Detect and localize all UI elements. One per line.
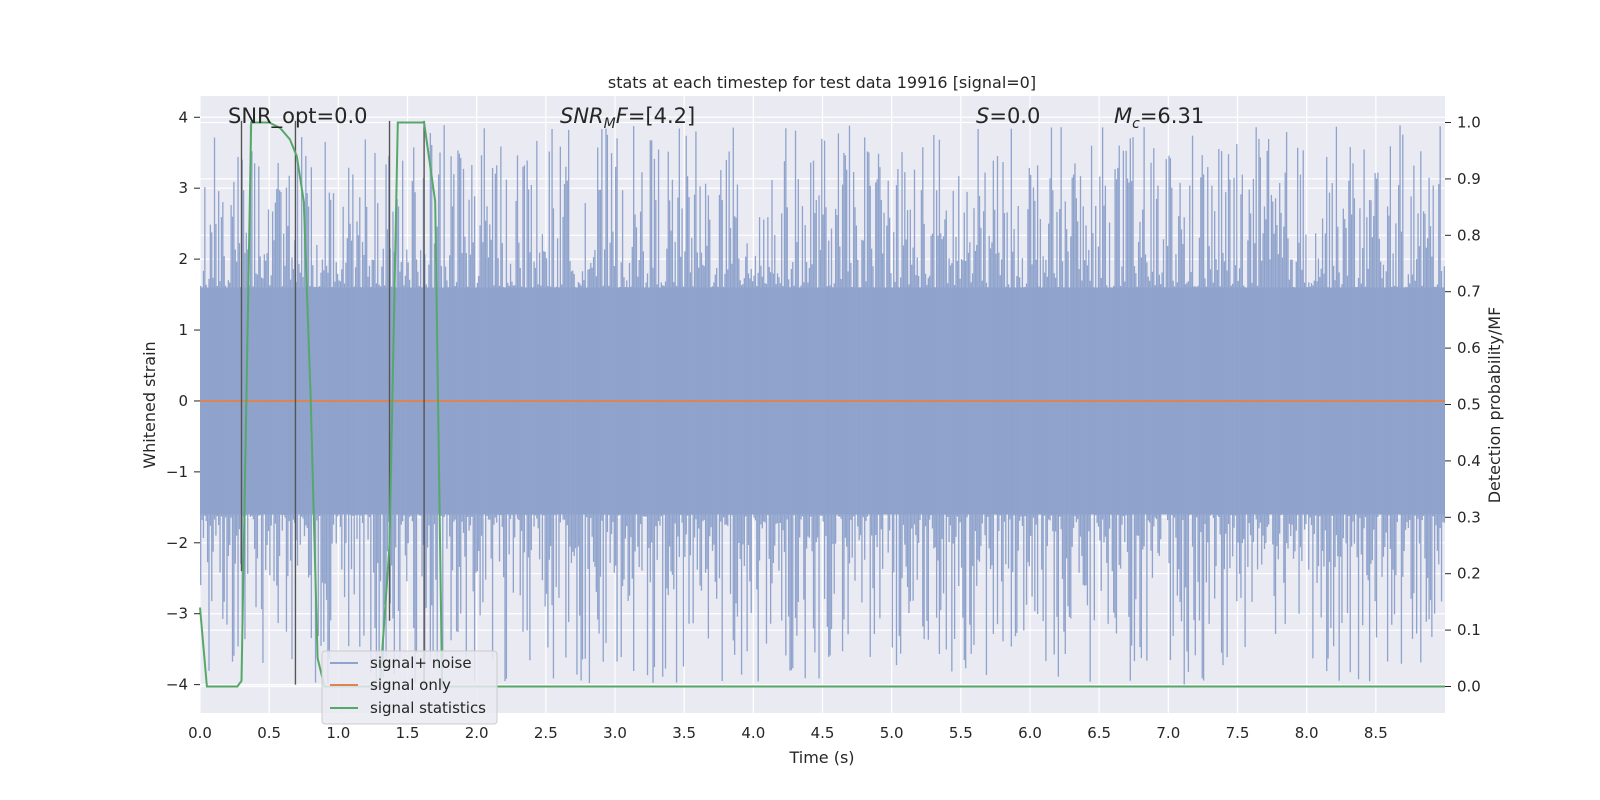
annotation-snr-mf: SNRMF=[4.2] [560, 104, 695, 132]
x-tick-label: 0.0 [188, 724, 212, 742]
legend-label-signal-noise: signal+ noise [370, 654, 472, 672]
annotation-mc: Mc=6.31 [1114, 104, 1204, 132]
y2-tick-label: 0.9 [1457, 170, 1481, 188]
x-tick-label: 3.5 [672, 724, 696, 742]
x-tick-label: 1.5 [396, 724, 420, 742]
x-tick-label: 7.5 [1226, 724, 1250, 742]
legend-box [321, 650, 498, 725]
y-tick-label: −2 [166, 534, 188, 552]
y-axis-label: Whitened strain [140, 341, 159, 468]
legend: signal+ noise signal only signal statist… [321, 650, 498, 725]
x-axis-label: Time (s) [788, 748, 854, 767]
x-tick-label: 4.5 [811, 724, 835, 742]
series-signal-statistics [199, 121, 1445, 688]
y-tick-label: −4 [166, 676, 188, 694]
y2-tick-label: 1.0 [1457, 114, 1481, 132]
legend-label-signal-statistics: signal statistics [370, 699, 486, 717]
y-tick-label: 4 [178, 108, 188, 126]
y2-tick-label: 0.7 [1457, 283, 1481, 301]
annotation-snr-opt: SNR_opt=0.0 [228, 104, 368, 129]
y2-tick-label: 0.1 [1457, 621, 1481, 639]
x-tick-label: 2.0 [465, 724, 489, 742]
y2-tick-label: 0.2 [1457, 565, 1481, 583]
x-tick-label: 8.0 [1295, 724, 1319, 742]
x-tick-label: 0.5 [257, 724, 281, 742]
y-tick-label: 1 [178, 321, 188, 339]
y-tick-label: 2 [178, 250, 188, 268]
y-tick-label: −1 [166, 463, 188, 481]
x-tick-label: 1.0 [326, 724, 350, 742]
legend-label-signal-only: signal only [370, 676, 451, 694]
x-tick-label: 3.0 [603, 724, 627, 742]
y2-tick-label: 0.4 [1457, 452, 1481, 470]
x-tick-label: 2.5 [534, 724, 558, 742]
y2-tick-label: 0.3 [1457, 508, 1481, 526]
y2-tick-labels: 1.0 0.9 0.8 0.7 0.6 0.5 0.4 0.3 0.2 0.1 0.0 [1445, 114, 1481, 695]
y-tick-label: 0 [178, 392, 188, 410]
y2-tick-label: 0.6 [1457, 339, 1481, 357]
x-tick-label: 6.5 [1087, 724, 1111, 742]
y-tick-labels: 4 3 2 1 0 −1 −2 −3 −4 [166, 108, 200, 694]
y2-axis-label: Detection probability/MF [1485, 307, 1504, 504]
x-tick-labels: 0.0 0.5 1.0 1.5 2.0 2.5 3.0 3.5 4.0 4.5 5.0 5.5 6.0 6… [188, 724, 1388, 742]
series-signal-noise [200, 125, 1445, 685]
y2-tick-label: 0.0 [1457, 677, 1481, 695]
y-tick-label: −3 [166, 605, 188, 623]
x-tick-label: 4.0 [741, 724, 765, 742]
y2-tick-label: 0.5 [1457, 396, 1481, 414]
chart-title: stats at each timestep for test data 199… [608, 73, 1036, 92]
y-tick-label: 3 [178, 179, 188, 197]
x-tick-label: 8.5 [1364, 724, 1388, 742]
x-tick-label: 6.0 [1018, 724, 1042, 742]
y2-tick-label: 0.8 [1457, 226, 1481, 244]
x-tick-label: 7.0 [1156, 724, 1180, 742]
x-tick-label: 5.5 [949, 724, 973, 742]
annotation-s: S=0.0 [976, 104, 1040, 128]
x-tick-label: 5.0 [880, 724, 904, 742]
